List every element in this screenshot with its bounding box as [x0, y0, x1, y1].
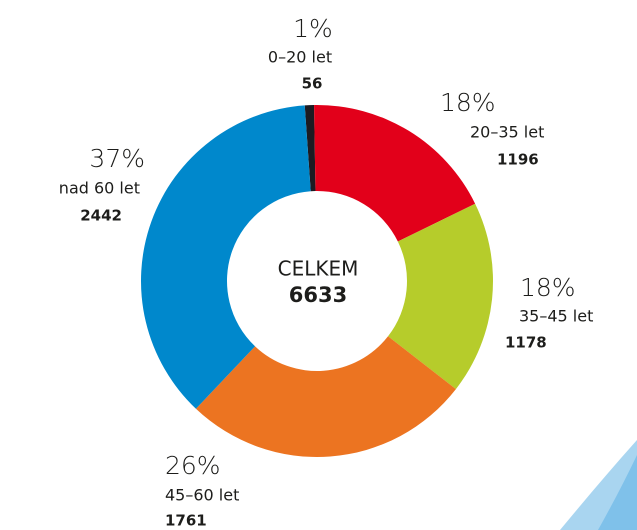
category-label: 20–35 let [470, 123, 544, 142]
total-label: CELKEM [278, 257, 359, 281]
value-label: 1761 [165, 512, 207, 530]
donut-slice [314, 105, 476, 242]
donut [141, 105, 493, 457]
percent-label: 18% [520, 273, 576, 302]
category-label: nad 60 let [59, 179, 140, 198]
value-label: 1196 [497, 151, 539, 169]
percent-label: 18% [440, 88, 496, 117]
donut-slice [195, 336, 456, 457]
category-label: 0–20 let [268, 48, 332, 67]
background-swoosh [598, 455, 637, 530]
percent-label: 1% [293, 14, 333, 43]
donut-slice [141, 105, 311, 409]
category-label: 35–45 let [519, 307, 593, 326]
category-label: 45–60 let [165, 486, 239, 505]
percent-label: 26% [165, 451, 221, 480]
donut-slice [388, 203, 493, 390]
value-label: 2442 [80, 207, 122, 225]
value-label: 56 [302, 75, 323, 93]
percent-label: 37% [89, 144, 145, 173]
total-value: 6633 [289, 283, 347, 307]
donut-slice [304, 105, 316, 192]
value-label: 1178 [505, 334, 547, 352]
